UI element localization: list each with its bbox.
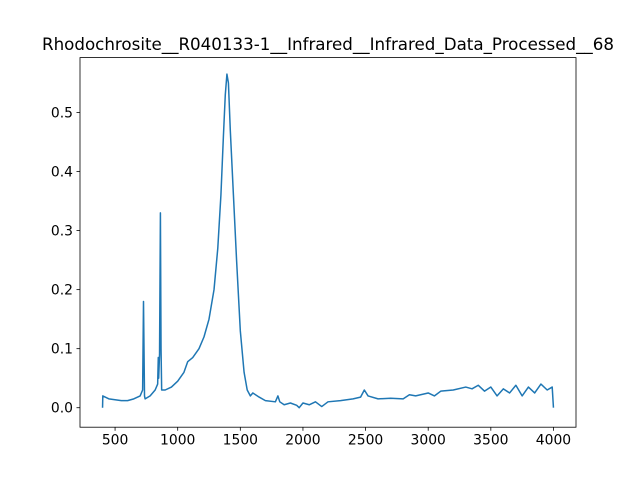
- x-tick-label: 1500: [223, 433, 258, 449]
- x-tick-label: 3500: [473, 433, 508, 449]
- data-line: [101, 73, 555, 409]
- x-tick-label: 4000: [536, 433, 571, 449]
- y-tick-label: 0.1: [51, 342, 73, 358]
- y-tick-label: 0.4: [51, 165, 73, 181]
- y-tick-label: 0.3: [51, 224, 73, 240]
- x-tick-label: 3000: [411, 433, 446, 449]
- y-tick-label: 0.2: [51, 283, 73, 299]
- x-tick-label: 2000: [285, 433, 320, 449]
- y-tick-label: 0.0: [51, 401, 73, 417]
- axes-frame: [79, 57, 577, 428]
- chart-title: Rhodochrosite__R040133-1__Infrared__Infr…: [42, 34, 614, 55]
- x-tick-label: 1000: [160, 433, 195, 449]
- y-tick-label: 0.5: [51, 106, 73, 122]
- x-tick-label: 500: [102, 433, 129, 449]
- x-tick-label: 2500: [348, 433, 383, 449]
